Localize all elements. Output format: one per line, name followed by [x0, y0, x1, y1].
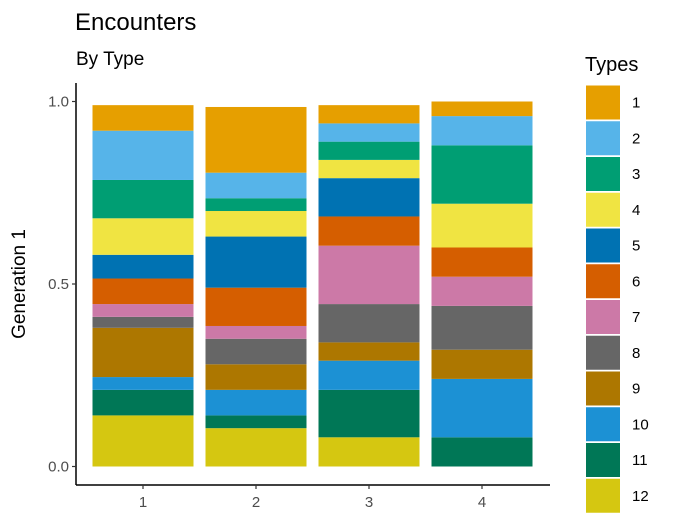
bar-segment-cat1-type6 [92, 278, 194, 305]
x-tick-label: 4 [478, 494, 486, 511]
legend-key-type-9 [586, 371, 620, 406]
bar-segment-cat2-type6 [205, 287, 307, 326]
bar-segment-cat2-type7 [205, 325, 307, 339]
legend-key-type-12 [586, 478, 620, 513]
legend-label-type-3: 3 [632, 166, 640, 183]
bars-group [92, 101, 533, 467]
bar-segment-cat3-type2 [318, 123, 420, 142]
x-tick-label: 3 [365, 494, 373, 511]
legend-key-type-2 [586, 121, 620, 156]
legend-key-type-1 [586, 85, 620, 120]
bar-segment-cat1-type4 [92, 218, 194, 255]
bar-segment-cat3-type4 [318, 159, 420, 179]
x-tick-label: 2 [252, 494, 260, 511]
bar-segment-cat2-type12 [205, 428, 307, 467]
bar-segment-cat2-type2 [205, 172, 307, 199]
bar-segment-cat4-type2 [431, 116, 533, 146]
bar-segment-cat4-type3 [431, 145, 533, 204]
bar-segment-cat2-type1 [205, 106, 307, 173]
axes-group: 0.0 0.5 1.0 1 2 3 4 [48, 83, 550, 511]
bar-segment-cat1-type7 [92, 304, 194, 317]
legend-label-type-8: 8 [632, 345, 640, 362]
bar-segment-cat1-type3 [92, 179, 194, 219]
bar-segment-cat3-type7 [318, 245, 420, 305]
legend-label-type-4: 4 [632, 202, 640, 219]
bar-segment-cat4-type9 [431, 349, 533, 379]
bar-segment-cat1-type10 [92, 377, 194, 390]
bar-segment-cat1-type8 [92, 316, 194, 328]
legend-label-type-6: 6 [632, 273, 640, 290]
bar-segment-cat4-type11 [431, 437, 533, 467]
chart-subtitle: By Type [76, 49, 144, 70]
y-tick-label: 1.0 [48, 94, 69, 111]
legend-key-type-10 [586, 407, 620, 442]
x-tick-label: 1 [139, 494, 147, 511]
bar-segment-cat3-type1 [318, 105, 420, 124]
legend-key-type-5 [586, 228, 620, 263]
bar-segment-cat3-type6 [318, 216, 420, 246]
bar-segment-cat4-type4 [431, 203, 533, 248]
chart-title: Encounters [75, 9, 196, 36]
legend-label-type-12: 12 [632, 488, 649, 505]
legend-key-type-6 [586, 264, 620, 299]
bar-segment-cat3-type11 [318, 389, 420, 438]
bar-segment-cat2-type4 [205, 211, 307, 237]
legend-key-type-8 [586, 335, 620, 370]
bar-segment-cat1-type9 [92, 327, 194, 378]
bar-segment-cat1-type11 [92, 389, 194, 416]
legend-title: Types [585, 54, 638, 76]
y-tick-label: 0.0 [48, 459, 69, 476]
bar-segment-cat3-type10 [318, 360, 420, 390]
bar-segment-cat3-type12 [318, 437, 420, 467]
bar-segment-cat2-type9 [205, 364, 307, 390]
legend-key-type-11 [586, 443, 620, 477]
bar-segment-cat2-type5 [205, 236, 307, 288]
legend-key-type-4 [586, 192, 620, 227]
bar-segment-cat2-type8 [205, 338, 307, 365]
y-tick-label: 0.5 [48, 276, 69, 293]
bar-segment-cat3-type8 [318, 304, 420, 343]
legend-label-type-7: 7 [632, 309, 640, 326]
bar-segment-cat1-type2 [92, 130, 194, 180]
legend-label-type-5: 5 [632, 238, 640, 255]
bar-segment-cat4-type10 [431, 378, 533, 438]
bar-segment-cat3-type9 [318, 342, 420, 361]
bar-segment-cat3-type3 [318, 141, 420, 160]
bar-segment-cat2-type10 [205, 389, 307, 416]
bar-segment-cat4-type8 [431, 305, 533, 350]
legend-label-type-2: 2 [632, 130, 640, 147]
bar-segment-cat4-type7 [431, 276, 533, 306]
bar-segment-cat1-type1 [92, 105, 194, 131]
legend-label-type-10: 10 [632, 416, 649, 433]
y-axis-label: Generation 1 [9, 229, 30, 339]
legend-key-type-7 [586, 300, 620, 334]
legend-key-type-3 [586, 157, 620, 191]
bar-segment-cat4-type6 [431, 247, 533, 277]
bar-segment-cat1-type12 [92, 415, 194, 467]
bar-segment-cat1-type5 [92, 254, 194, 279]
legend-label-type-1: 1 [632, 95, 640, 112]
legend-label-type-11: 11 [632, 452, 648, 469]
bar-segment-cat2-type3 [205, 198, 307, 212]
bar-segment-cat3-type5 [318, 178, 420, 217]
legend-label-type-9: 9 [632, 381, 640, 398]
bar-segment-cat2-type11 [205, 415, 307, 429]
bar-segment-cat4-type1 [431, 101, 533, 117]
